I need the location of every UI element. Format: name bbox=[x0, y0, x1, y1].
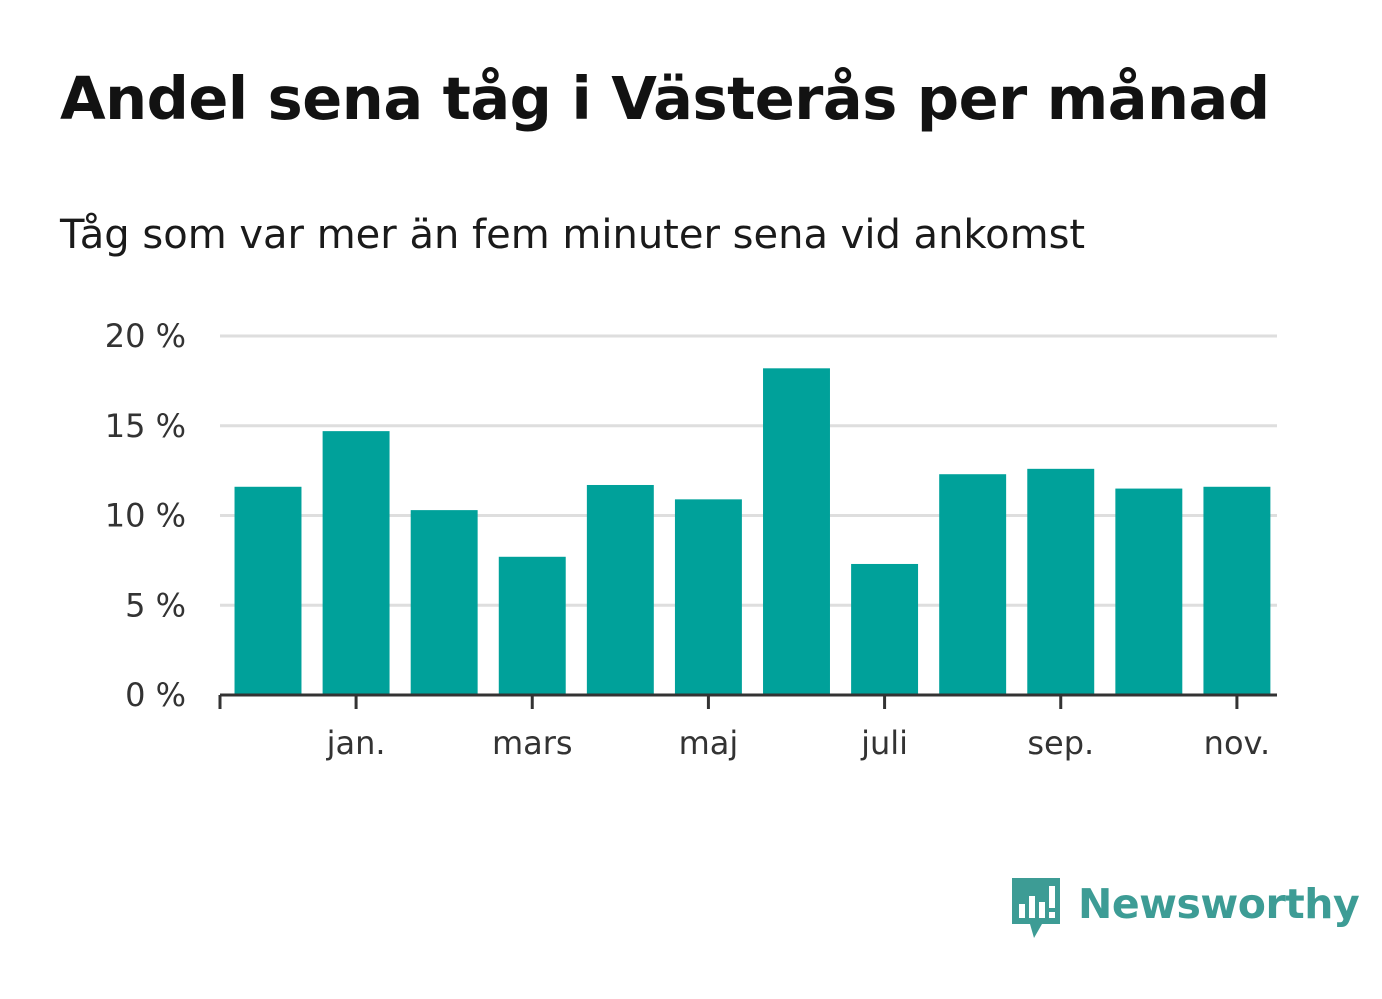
bar-dec bbox=[234, 486, 302, 695]
x-tick-label: mars bbox=[492, 724, 573, 762]
bar-okt bbox=[1115, 488, 1183, 695]
y-tick-label: 10 % bbox=[105, 497, 186, 535]
x-tick-label: juli bbox=[860, 724, 908, 762]
y-tick-label: 20 % bbox=[105, 317, 186, 355]
x-tick-label: maj bbox=[679, 724, 739, 762]
bar-sep bbox=[1027, 468, 1095, 695]
bar-nov bbox=[1203, 486, 1271, 695]
bar-juni bbox=[763, 368, 830, 695]
chart-title: Andel sena tåg i Västerås per månad bbox=[60, 64, 1270, 133]
chart-subtitle: Tåg som var mer än fem minuter sena vid … bbox=[60, 212, 1086, 258]
bar-apr bbox=[586, 484, 654, 695]
y-tick-label: 0 % bbox=[125, 676, 186, 714]
y-axis-ticks: 0 % 5 % 10 % 15 % 20 % bbox=[105, 317, 186, 714]
bar-chart: 0 % 5 % 10 % 15 % 20 % jan. mars maj juli sep. no… bbox=[105, 317, 1277, 762]
x-axis-ticks: jan. mars maj juli sep. nov. bbox=[326, 724, 1271, 762]
bars bbox=[234, 368, 1271, 695]
bar-aug bbox=[939, 474, 1007, 695]
bar-feb bbox=[410, 510, 478, 695]
x-tick-label: nov. bbox=[1204, 724, 1270, 762]
x-axis bbox=[218, 693, 1277, 709]
bar-juli bbox=[851, 563, 919, 695]
x-tick-label: sep. bbox=[1027, 724, 1094, 762]
grid-lines bbox=[220, 334, 1277, 607]
bar-maj bbox=[674, 499, 742, 695]
newsworthy-logo-icon bbox=[1012, 878, 1060, 938]
brand-name: Newsworthy bbox=[1078, 880, 1360, 928]
bar-mars bbox=[498, 556, 566, 695]
y-tick-label: 15 % bbox=[105, 407, 186, 445]
newsworthy-logo: Newsworthy bbox=[1010, 878, 1360, 940]
x-tick-label: jan. bbox=[326, 724, 386, 762]
y-tick-label: 5 % bbox=[125, 586, 186, 624]
bar-jan bbox=[322, 431, 390, 695]
